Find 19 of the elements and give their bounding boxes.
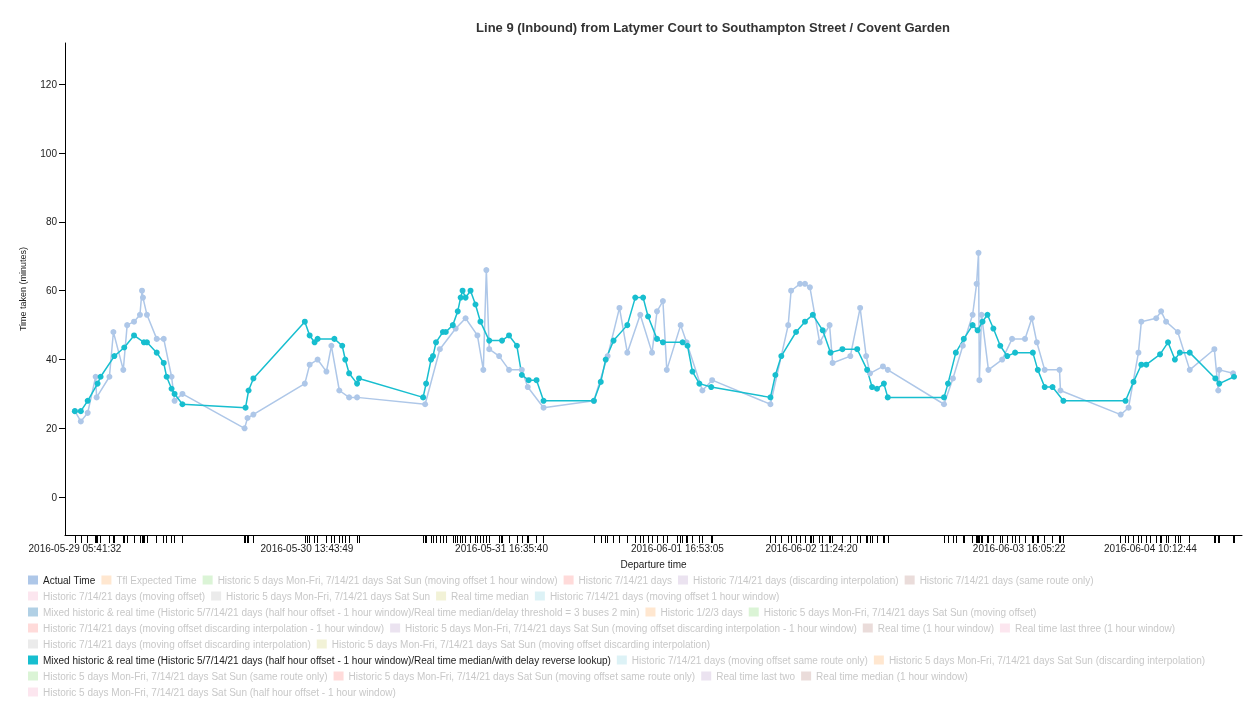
y-tick-label: 20 (45, 422, 58, 434)
legend-label: Actual Time (43, 574, 96, 586)
x-tick-label: 2016-06-01 16:53:05 (630, 542, 725, 554)
x-tick-label: 2016-05-30 13:43:49 (260, 542, 354, 554)
y-tick-label: 120 (40, 78, 58, 90)
legend-label: Mixed historic & real time (Historic 5/7/14/21 days (half hour offset - 1 hour window)/Real time median/with delay reverse lookup) (43, 654, 611, 666)
y-tick-label: 100 (40, 147, 58, 159)
x-tick-label: 2016-05-29 05:41:32 (28, 542, 122, 554)
y-tick-label: 60 (45, 285, 58, 297)
chart-title: Line 9 (Inbound) from Latymer Court to Southampton Street / Covent Garden (476, 20, 950, 35)
y-tick-label: 80 (45, 216, 58, 228)
x-tick-label: 2016-06-04 10:12:44 (1104, 542, 1198, 554)
x-axis-title: Departure time (620, 558, 688, 570)
x-tick-label: 2016-06-03 16:05:22 (972, 542, 1067, 554)
y-tick-label: 0 (51, 491, 58, 503)
x-tick-label: 2016-05-31 16:35:40 (455, 542, 549, 554)
x-tick-label: 2016-06-02 11:24:20 (765, 542, 859, 554)
y-axis-title: Time taken (minutes) (17, 246, 28, 332)
y-tick-label: 40 (45, 354, 58, 366)
